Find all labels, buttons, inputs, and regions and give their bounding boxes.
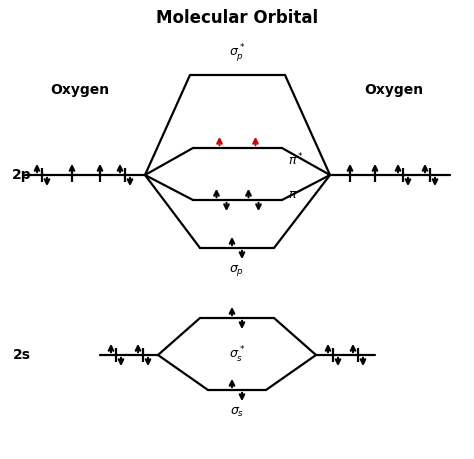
- Text: $\sigma_s$: $\sigma_s$: [230, 405, 244, 419]
- Text: Oxygen: Oxygen: [365, 83, 424, 97]
- Text: $\sigma_p$: $\sigma_p$: [229, 263, 245, 278]
- Text: Molecular Orbital: Molecular Orbital: [156, 9, 318, 27]
- Text: Oxygen: Oxygen: [50, 83, 109, 97]
- Text: 2p: 2p: [12, 168, 32, 182]
- Text: $\pi$: $\pi$: [288, 189, 298, 202]
- Text: $\sigma_p^*$: $\sigma_p^*$: [229, 42, 246, 64]
- Text: $\sigma_s^*$: $\sigma_s^*$: [229, 345, 245, 365]
- Text: 2s: 2s: [13, 348, 31, 362]
- Text: $\pi^*$: $\pi^*$: [288, 152, 304, 168]
